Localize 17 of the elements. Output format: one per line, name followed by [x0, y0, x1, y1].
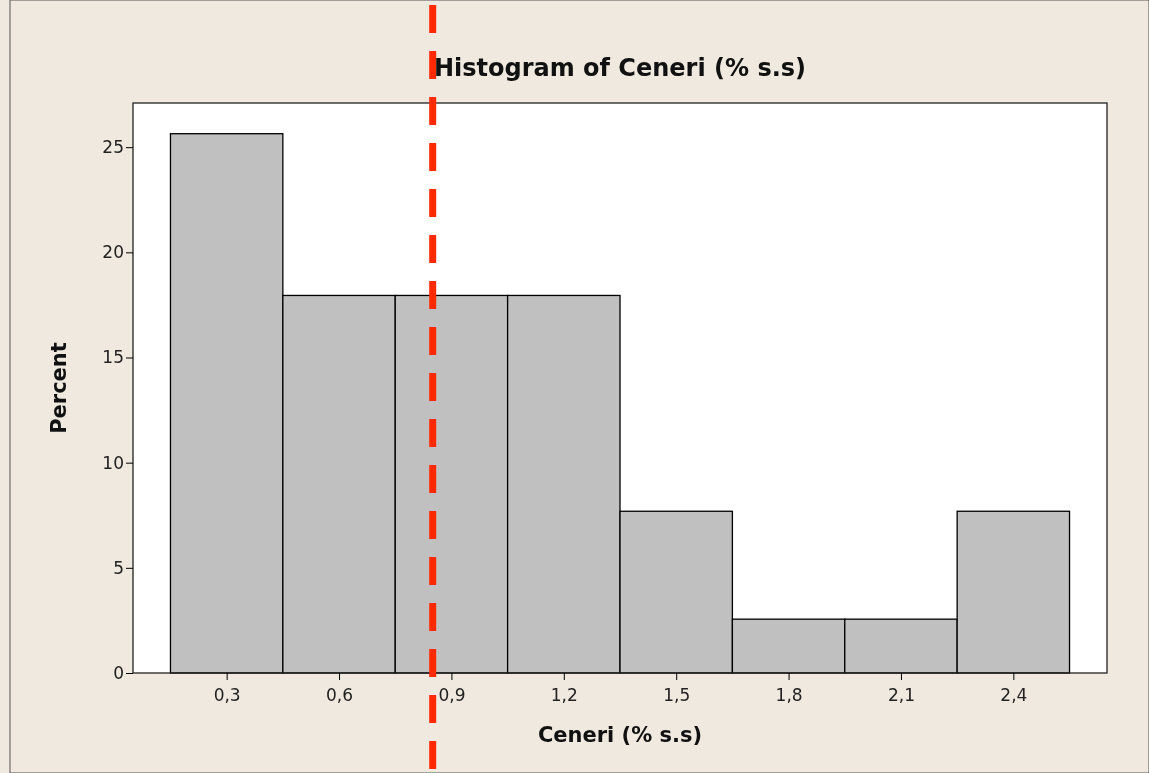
- x-axis-title: Ceneri (% s.s): [537, 723, 703, 747]
- x-tick-label: 1,2: [550, 684, 578, 705]
- x-tick-label: 0,9: [438, 684, 466, 705]
- x-tick-label: 1,8: [775, 684, 803, 705]
- y-axis-title: Percent: [47, 342, 71, 434]
- x-tick-label: 0,3: [213, 684, 241, 705]
- chart-title: Histogram of Ceneri (% s.s): [433, 54, 807, 82]
- x-tick-label: 0,6: [326, 684, 354, 705]
- y-tick-label: 15: [102, 347, 124, 368]
- x-tick-label: 2,4: [1000, 684, 1028, 705]
- x-tick-label: 2,1: [887, 684, 915, 705]
- x-tick-label: 1,5: [663, 684, 691, 705]
- y-tick-label: 20: [102, 242, 124, 263]
- y-tick-label: 25: [102, 137, 124, 158]
- y-tick-label: 10: [102, 452, 124, 473]
- y-tick-label: 0: [113, 662, 124, 683]
- y-tick-label: 5: [113, 557, 124, 578]
